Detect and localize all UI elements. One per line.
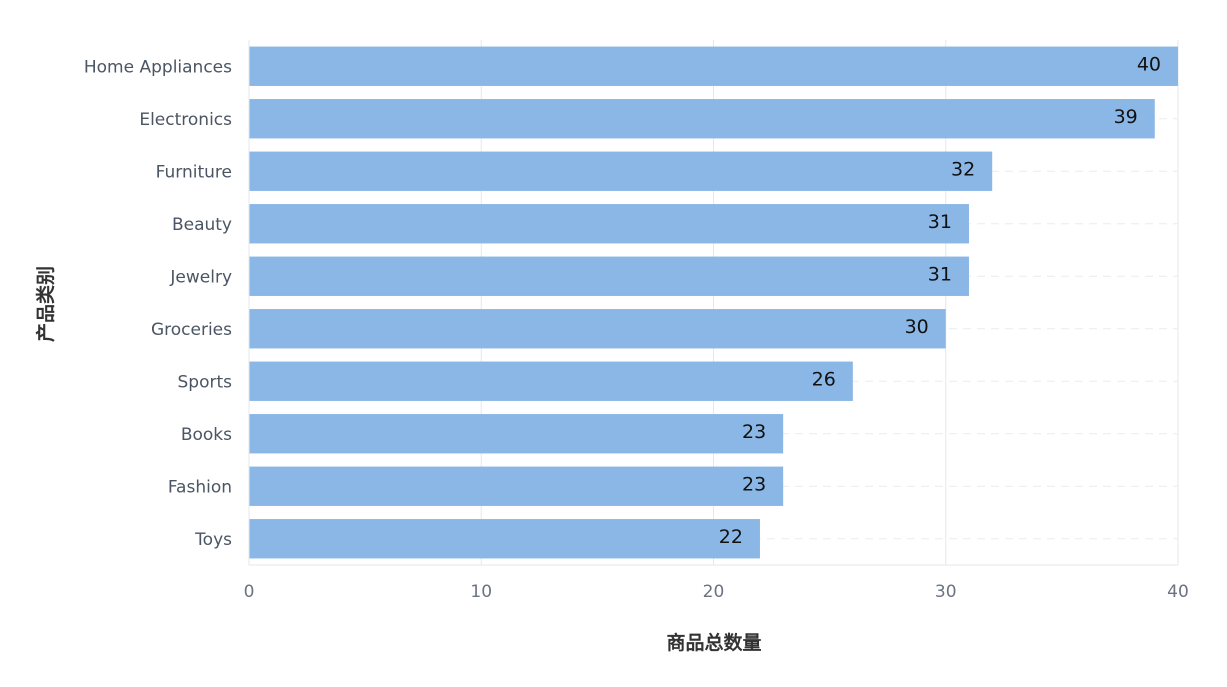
y-tick-label: Home Appliances [84,57,232,77]
data-label: 31 [928,263,952,285]
y-tick-label: Electronics [139,110,232,130]
bar [249,466,784,506]
x-tick-label: 20 [703,582,725,602]
data-label: 26 [812,368,836,390]
x-axis-title: 商品总数量 [666,631,761,654]
y-tick-label: Groceries [151,320,232,340]
data-label: 31 [928,211,952,233]
y-tick-label: Books [181,425,232,445]
bar [249,519,760,559]
axis-layer: 0 10 20 30 40 [244,40,1189,602]
bar [249,414,784,454]
y-tick-label: Jewelry [169,267,232,287]
bar [249,361,853,401]
data-label: 40 [1137,53,1161,75]
bar [249,46,1178,86]
y-tick-label: Beauty [172,215,232,235]
data-label: 39 [1114,106,1138,128]
x-tick-label: 10 [470,582,492,602]
bar-layer [249,46,1178,559]
y-axis-title: 产品类别 [34,266,57,342]
y-tick-label: Furniture [156,162,232,182]
bar [249,309,946,349]
label-layer: Home Appliances 40 Electronics 39 Furniture 3… [84,53,1161,550]
bar [249,151,993,191]
y-tick-label: Toys [194,530,232,550]
x-tick-label: 0 [244,582,255,602]
data-label: 22 [719,526,743,548]
data-label: 32 [951,158,975,180]
y-tick-label: Fashion [168,477,232,497]
data-label: 23 [742,421,766,443]
bar [249,256,969,296]
y-tick-label: Sports [178,372,233,392]
bar [249,204,969,244]
data-label: 23 [742,473,766,495]
x-tick-label: 40 [1167,582,1189,602]
bar [249,99,1155,139]
data-label: 30 [905,316,929,338]
x-tick-label: 30 [935,582,957,602]
